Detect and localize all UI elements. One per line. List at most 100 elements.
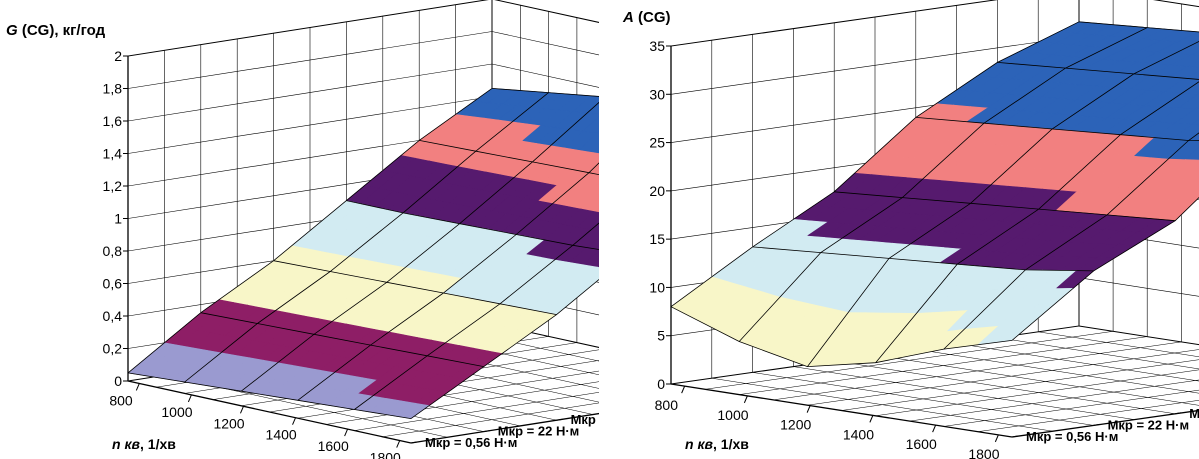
x-tick-mark bbox=[869, 415, 874, 423]
z-tick-label: 15 bbox=[649, 231, 665, 247]
chart-surface bbox=[670, 21, 1199, 368]
x-tick-label: 1000 bbox=[161, 404, 192, 420]
z-tick-label: 1 bbox=[114, 211, 122, 227]
z-tick-label: 1,4 bbox=[103, 146, 123, 162]
grid-line bbox=[127, 63, 599, 122]
surface-wire bbox=[127, 88, 493, 374]
z-axis-label: G (CG), кг/год bbox=[6, 22, 106, 39]
x-tick-label: 1400 bbox=[266, 427, 297, 443]
x-tick-mark bbox=[743, 395, 748, 404]
grid-line bbox=[127, 31, 599, 89]
z-tick-label: 0,2 bbox=[103, 341, 123, 357]
surface-wire bbox=[184, 92, 549, 383]
z-tick-label: 0,4 bbox=[103, 308, 123, 324]
chart-labels: 0 0,2 0,4 0,6 0,8 1 1,2 1,4 1,6 1,8 2 800 1000 1200 14… bbox=[6, 22, 599, 459]
x-axis-label: n кв, 1/хв bbox=[112, 436, 176, 452]
surface-cell bbox=[596, 131, 599, 134]
chart-frame bbox=[666, 45, 1199, 443]
z-tick-label: 30 bbox=[649, 86, 665, 102]
floor-grid-line bbox=[354, 392, 599, 431]
z-tick-label: 5 bbox=[657, 328, 665, 344]
x-tick-mark bbox=[292, 417, 296, 425]
y-tick-label: Мкр = 0,56 Н·м bbox=[425, 435, 517, 450]
floor-grid-line bbox=[956, 343, 1199, 382]
surface-wire bbox=[875, 81, 1199, 363]
x-tick-label: 800 bbox=[655, 397, 679, 413]
x-tick-label: 1400 bbox=[843, 426, 874, 442]
surface-wire bbox=[997, 62, 1199, 80]
x-axis-line bbox=[670, 383, 1013, 438]
y-tick-mark bbox=[483, 430, 490, 433]
surface-wire bbox=[807, 41, 1199, 367]
z-tick-label: 35 bbox=[649, 38, 665, 54]
z-tick-label: 10 bbox=[649, 279, 665, 295]
surface-wire bbox=[738, 27, 1148, 342]
surface-cell bbox=[594, 207, 599, 213]
floor-grid-line bbox=[977, 400, 1199, 432]
z-tick-label: 1,8 bbox=[103, 81, 123, 97]
surface-wire bbox=[346, 200, 599, 250]
surface-wire bbox=[419, 140, 599, 176]
surface-wire bbox=[670, 21, 1080, 308]
floor-grid-line bbox=[915, 348, 1199, 394]
surface-wire bbox=[943, 132, 1199, 350]
floor-grid-line bbox=[1038, 331, 1199, 358]
z-tick-label: 25 bbox=[649, 135, 665, 151]
x-tick-label: 1200 bbox=[780, 417, 811, 433]
x-tick-mark bbox=[396, 440, 401, 448]
z-tick-label: 0 bbox=[114, 373, 122, 389]
z-tick-label: 0,8 bbox=[103, 243, 123, 259]
y-tick-label: Мкр = 44 Н·м bbox=[1189, 406, 1199, 421]
y-tick-mark bbox=[1011, 435, 1019, 438]
floor-grid-line bbox=[943, 389, 1199, 427]
x-axis-line bbox=[127, 380, 412, 444]
x-tick-label: 800 bbox=[109, 392, 133, 408]
surface-wire bbox=[200, 312, 484, 367]
z-axis-label: A (CG) bbox=[622, 9, 671, 26]
x-tick-label: 1000 bbox=[717, 407, 748, 423]
y-tick-label: Мкр = 22 Н·м bbox=[1108, 417, 1190, 432]
x-axis-label: n кв, 1/хв bbox=[685, 436, 749, 452]
x-tick-label: 1600 bbox=[906, 436, 937, 452]
surface-wire bbox=[752, 246, 1094, 272]
x-tick-label: 1600 bbox=[318, 438, 349, 454]
floor-grid-line bbox=[874, 354, 1199, 406]
y-tick-label: Мкр = 22 Н·м bbox=[498, 424, 580, 439]
y-tick-mark bbox=[556, 418, 563, 421]
surface-wire bbox=[297, 162, 599, 401]
x-tick-mark bbox=[806, 405, 811, 413]
surface-wire bbox=[915, 117, 1199, 142]
surface-wire bbox=[491, 88, 599, 97]
surface-wire bbox=[410, 279, 599, 419]
surface-wire bbox=[354, 222, 599, 410]
surface-wire bbox=[273, 260, 557, 315]
x-tick-mark bbox=[187, 394, 192, 403]
surface-wire bbox=[834, 191, 1176, 222]
z-tick-label: 1,2 bbox=[103, 178, 123, 194]
y-tick-mark bbox=[410, 441, 418, 444]
surface-cell bbox=[1191, 118, 1199, 126]
surface-cell bbox=[1187, 61, 1199, 68]
z-tick-label: 1,6 bbox=[103, 113, 123, 129]
z-tick-label: 0 bbox=[657, 376, 665, 392]
surface-wire bbox=[240, 101, 599, 392]
floor-grid-line bbox=[382, 402, 599, 438]
x-tick-mark bbox=[344, 428, 349, 437]
surface-cell bbox=[592, 146, 599, 154]
y-tick-label: Мкр = 44 Н·м bbox=[571, 412, 599, 427]
chart-labels: 0 5 10 15 20 25 30 35 800 1000 1200 1400 1600 1800 Мкр… bbox=[622, 9, 1199, 459]
chart-g-fuel-consumption: 0 0,2 0,4 0,6 0,8 1 1,2 1,4 1,6 1,8 2 800 1000 1200 14… bbox=[6, 0, 599, 459]
z-tick-label: 2 bbox=[114, 48, 122, 64]
y-tick-mark bbox=[1093, 423, 1100, 426]
chart-a-cg: 0 5 10 15 20 25 30 35 800 1000 1200 1400 1600 1800 Мкр… bbox=[622, 0, 1199, 459]
z-tick-label: 0,6 bbox=[103, 276, 123, 292]
y-axis-line bbox=[410, 412, 599, 444]
chart-surface bbox=[127, 88, 599, 419]
x-tick-label: 1800 bbox=[370, 450, 401, 459]
floor-grid-line bbox=[875, 369, 1199, 417]
x-tick-mark bbox=[240, 406, 244, 414]
x-tick-label: 1200 bbox=[213, 415, 244, 431]
y-tick-mark bbox=[1175, 412, 1182, 415]
floor-grid-line bbox=[909, 379, 1199, 422]
surface-wire bbox=[670, 306, 1013, 368]
